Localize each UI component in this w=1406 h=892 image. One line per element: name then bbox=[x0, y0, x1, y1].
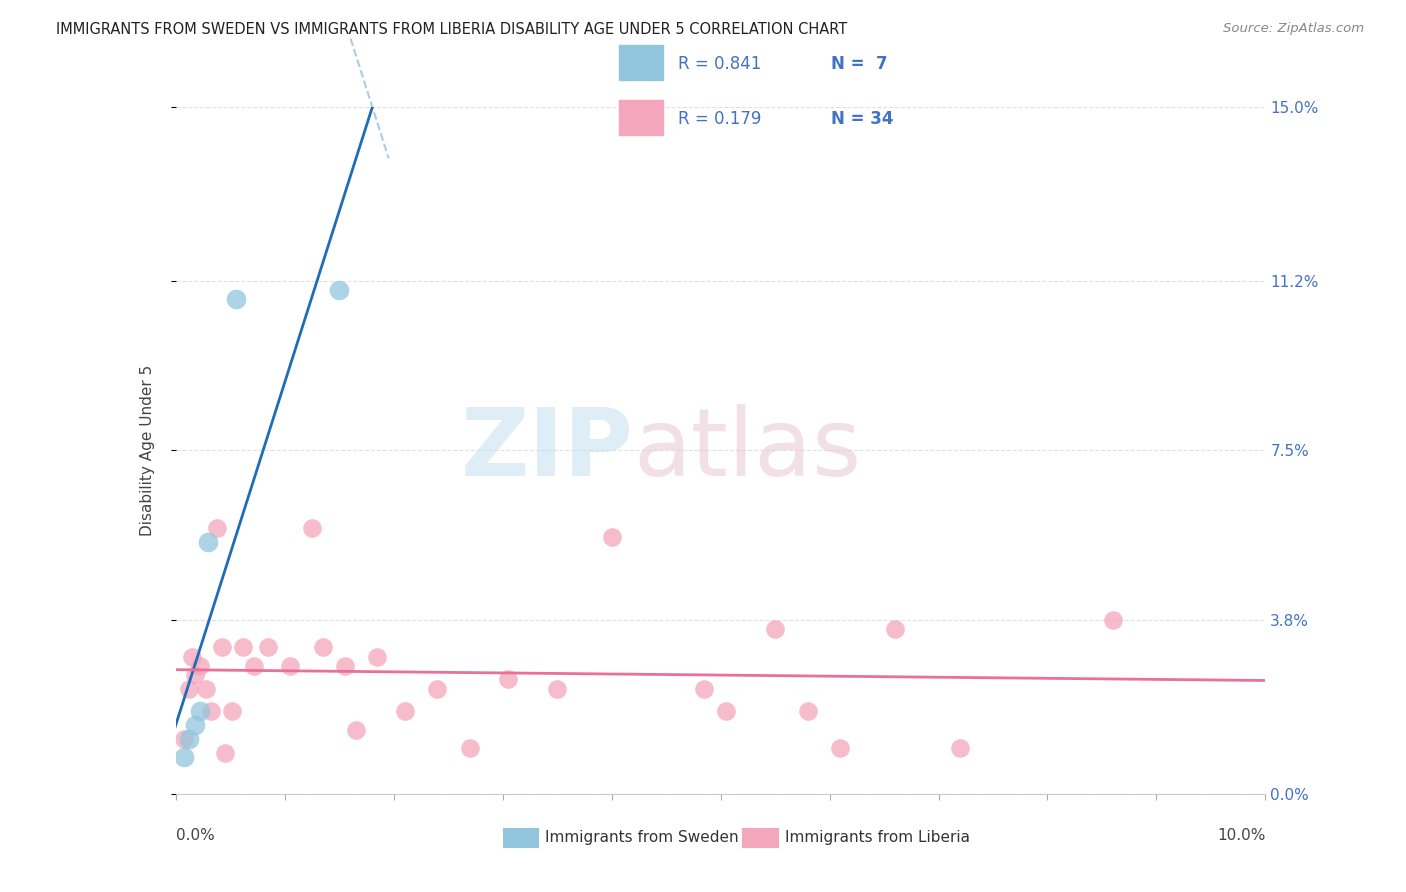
Point bbox=[197, 535, 219, 549]
Point bbox=[257, 640, 280, 655]
Point bbox=[181, 649, 204, 664]
Bar bbox=[619, 45, 664, 80]
Point bbox=[184, 718, 207, 732]
Bar bbox=[619, 101, 664, 136]
Point bbox=[797, 705, 820, 719]
Point bbox=[173, 731, 195, 746]
Point bbox=[177, 731, 200, 746]
Point bbox=[200, 705, 222, 719]
Text: R = 0.179: R = 0.179 bbox=[678, 111, 761, 128]
Text: N =  7: N = 7 bbox=[831, 55, 887, 73]
Point bbox=[1102, 613, 1125, 627]
Text: Immigrants from Sweden: Immigrants from Sweden bbox=[544, 830, 738, 845]
Point bbox=[763, 622, 786, 636]
Text: IMMIGRANTS FROM SWEDEN VS IMMIGRANTS FROM LIBERIA DISABILITY AGE UNDER 5 CORRELA: IMMIGRANTS FROM SWEDEN VS IMMIGRANTS FRO… bbox=[56, 22, 848, 37]
Point bbox=[328, 283, 350, 297]
Text: 10.0%: 10.0% bbox=[1218, 828, 1265, 843]
Point bbox=[278, 658, 301, 673]
Text: R = 0.841: R = 0.841 bbox=[678, 55, 761, 73]
Point bbox=[693, 681, 716, 696]
Point bbox=[394, 705, 416, 719]
Point bbox=[830, 741, 852, 756]
Point bbox=[496, 673, 519, 687]
Point bbox=[232, 640, 254, 655]
Point bbox=[211, 640, 233, 655]
Point bbox=[458, 741, 481, 756]
Point bbox=[600, 531, 623, 545]
Point bbox=[195, 681, 218, 696]
Point bbox=[884, 622, 907, 636]
Text: Source: ZipAtlas.com: Source: ZipAtlas.com bbox=[1223, 22, 1364, 36]
Point bbox=[426, 681, 449, 696]
Point bbox=[301, 521, 323, 535]
Point bbox=[714, 705, 737, 719]
Point bbox=[184, 668, 207, 682]
Point bbox=[214, 746, 236, 760]
Text: 0.0%: 0.0% bbox=[176, 828, 215, 843]
Point bbox=[188, 705, 211, 719]
Point bbox=[205, 521, 228, 535]
Point bbox=[366, 649, 388, 664]
Text: atlas: atlas bbox=[633, 404, 862, 497]
Point bbox=[243, 658, 266, 673]
Point bbox=[344, 723, 367, 737]
Text: Immigrants from Liberia: Immigrants from Liberia bbox=[785, 830, 970, 845]
Text: ZIP: ZIP bbox=[461, 404, 633, 497]
Text: N = 34: N = 34 bbox=[831, 111, 894, 128]
Point bbox=[949, 741, 972, 756]
Point bbox=[225, 293, 247, 307]
Y-axis label: Disability Age Under 5: Disability Age Under 5 bbox=[141, 365, 155, 536]
Point bbox=[221, 705, 243, 719]
Point bbox=[333, 658, 356, 673]
Point bbox=[546, 681, 568, 696]
Point bbox=[188, 658, 211, 673]
Point bbox=[312, 640, 335, 655]
Point bbox=[173, 750, 195, 764]
Point bbox=[177, 681, 200, 696]
